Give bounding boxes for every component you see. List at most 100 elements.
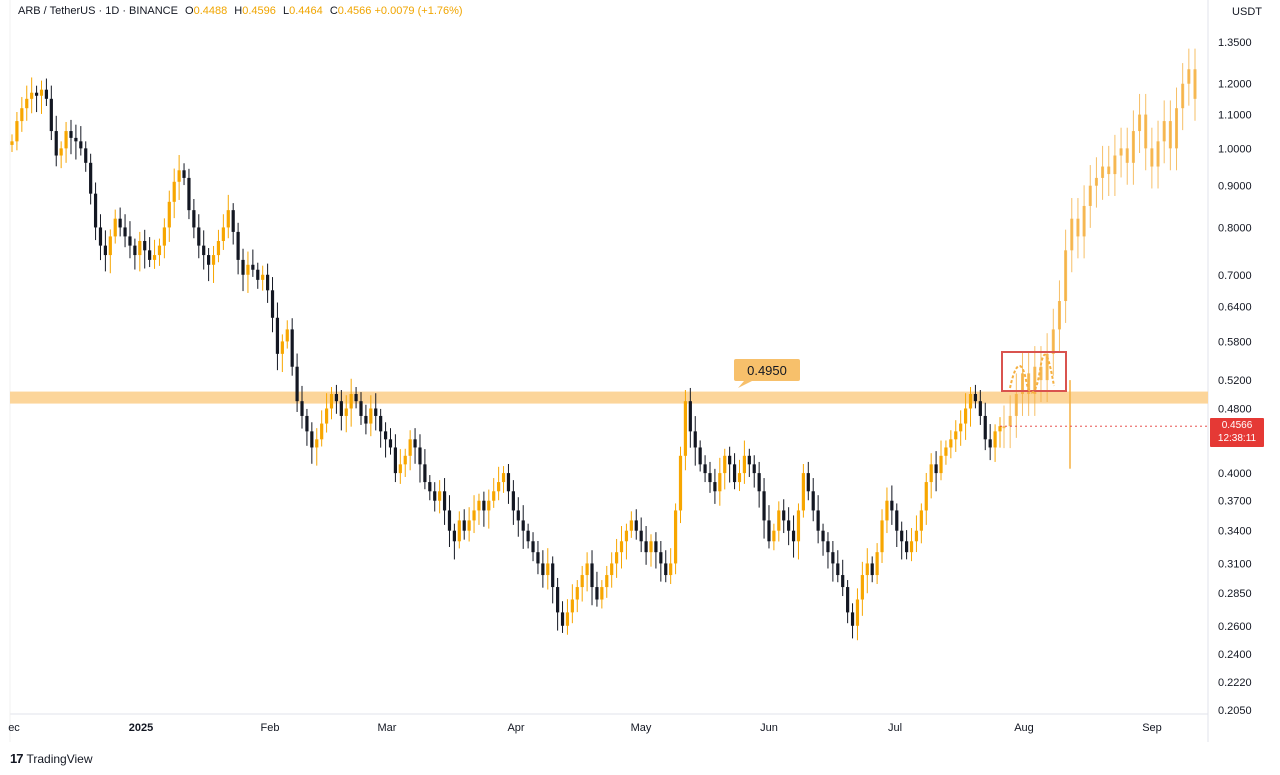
candle-body (855, 599, 860, 626)
candle-body (806, 473, 810, 492)
candle-body (418, 447, 422, 465)
candle-body (467, 520, 471, 531)
projection-candle (1138, 114, 1142, 132)
candle-body (216, 240, 221, 256)
candle-body (59, 148, 63, 156)
candle-body (644, 541, 648, 553)
candle-body (143, 240, 147, 251)
candle-body (192, 210, 196, 228)
candle-body (782, 510, 786, 521)
projection-candle (1181, 83, 1185, 109)
price-tick-label: 1.1000 (1218, 110, 1252, 122)
candle-body (846, 587, 850, 613)
candle-body (708, 473, 712, 483)
candle-body (634, 520, 638, 531)
candle-body (723, 455, 727, 474)
time-tick-label: 2025 (129, 722, 153, 734)
candle-body (551, 563, 555, 588)
candle-body (20, 108, 24, 122)
candle-body (614, 552, 619, 564)
candle-body (364, 415, 368, 424)
candle-body (261, 274, 265, 280)
candle-body (39, 89, 44, 96)
price-tick-label: 0.2400 (1218, 649, 1252, 661)
projection-candle (1002, 426, 1006, 429)
price-tick-label: 0.8000 (1218, 222, 1252, 234)
projection-candle (1168, 121, 1172, 149)
candle-body (295, 366, 299, 402)
candle-body (310, 431, 314, 448)
candle-body (339, 401, 343, 416)
symbol-name[interactable]: ARB / TetherUS · 1D · BINANCE (18, 5, 178, 17)
candle-body (890, 500, 894, 511)
projection-candle (1162, 121, 1166, 142)
candle-body (619, 541, 624, 553)
candle-body (172, 181, 176, 202)
candle-body (162, 227, 166, 246)
close-label: C (329, 5, 338, 17)
price-unit: USDT (1232, 6, 1262, 18)
candle-body (379, 415, 383, 432)
candle-body (585, 563, 589, 576)
resistance-band (10, 391, 1208, 404)
candle-body (678, 455, 683, 511)
candle-body (796, 510, 801, 542)
candle-body (428, 482, 432, 492)
projection-candle (1175, 108, 1179, 149)
time-tick-label: Jun (760, 722, 778, 734)
candle-body (49, 98, 53, 132)
candle-body (433, 491, 437, 501)
candle-body (610, 563, 614, 576)
high-label: H (234, 5, 243, 17)
candle-body (280, 341, 284, 354)
candle-body (329, 394, 334, 409)
candle-body (565, 612, 570, 626)
candle-body (963, 408, 968, 424)
candle-body (157, 245, 162, 256)
price-tick-label: 0.2220 (1218, 677, 1252, 689)
candle-body (482, 500, 486, 511)
price-tick-label: 0.2850 (1218, 588, 1252, 600)
candle-body (570, 599, 574, 613)
candle-body (334, 394, 339, 402)
current-price: 0.4566 (1221, 420, 1253, 431)
change-value: +0.0079 (+1.76%) (374, 5, 463, 17)
candle-body (860, 575, 864, 600)
candle-body (988, 439, 992, 448)
candle-body (934, 464, 938, 474)
candle-body (821, 530, 825, 542)
candle-body (767, 520, 771, 542)
candle-body (944, 447, 948, 456)
price-tick-label: 0.3700 (1218, 496, 1252, 508)
resistance-label-pointer (738, 381, 752, 388)
candle-body (777, 510, 781, 531)
candle-body (497, 482, 501, 492)
candle-body (973, 394, 978, 402)
candle-body (600, 587, 604, 600)
resistance-label-box (734, 359, 800, 381)
candle-body (605, 575, 609, 588)
candle-body (305, 415, 309, 432)
candle-body (949, 439, 953, 448)
candle-body (290, 329, 294, 367)
candle-body (698, 447, 702, 465)
candle-body (138, 240, 142, 256)
price-tick-label: 0.3100 (1218, 558, 1252, 570)
candle-body (447, 510, 452, 531)
price-tick-label: 0.6400 (1218, 302, 1252, 314)
candle-body (905, 541, 909, 553)
candle-body (93, 193, 98, 228)
time-tick-label: Jul (888, 722, 902, 734)
candle-body (998, 426, 1002, 432)
candle-body (875, 552, 879, 576)
candle-body (870, 563, 874, 576)
candle-body (231, 210, 235, 232)
candle-body (275, 317, 280, 354)
candle-body (103, 245, 107, 256)
price-tick-label: 0.4800 (1218, 403, 1252, 415)
tradingview-logo[interactable]: 17 TradingView (10, 751, 93, 766)
candle-body (924, 482, 928, 511)
candle-body (408, 439, 412, 456)
